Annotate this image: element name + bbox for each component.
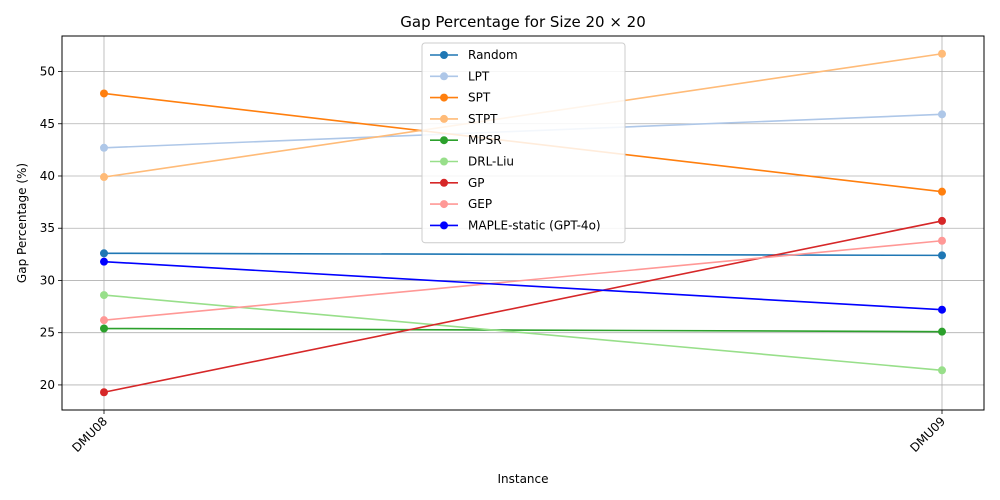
data-point (100, 173, 108, 182)
legend-item: MAPLE-static (GPT-4o) (430, 218, 601, 232)
legend-label: DRL-Liu (468, 155, 514, 169)
data-point (938, 110, 946, 119)
legend-marker (440, 72, 448, 81)
y-tick-label: 30 (40, 273, 55, 287)
data-point (100, 89, 108, 98)
y-axis-label: Gap Percentage (%) (15, 163, 29, 283)
legend-label: GP (468, 176, 485, 190)
legend-item: STPT (430, 112, 498, 126)
legend-box (421, 42, 626, 244)
legend-item: Random (430, 48, 518, 62)
legend: Random LPT SPT STPT MPSR DRL-Liu GP GEP MAPLE-st… (421, 42, 626, 244)
legend-label: MAPLE-static (GPT-4o) (468, 218, 601, 232)
data-point (100, 388, 108, 397)
data-point (938, 327, 946, 336)
legend-marker (440, 157, 448, 166)
series-line (103, 239, 943, 321)
x-axis-ticks: DMU08 DMU09 (69, 410, 948, 455)
series-gp (100, 216, 946, 397)
series-line (103, 252, 943, 257)
series-random (100, 249, 946, 260)
legend-item: MPSR (430, 133, 502, 147)
series-gep (100, 236, 946, 325)
legend-marker (440, 93, 448, 102)
legend-item: GEP (430, 197, 492, 211)
y-tick-label: 50 (40, 65, 55, 79)
y-tick-label: 20 (40, 378, 55, 392)
data-point (938, 49, 946, 58)
legend-marker (440, 221, 448, 230)
data-point (938, 236, 946, 245)
legend-label: GEP (468, 197, 492, 211)
legend-marker (440, 200, 448, 209)
legend-marker (440, 136, 448, 145)
y-tick-label: 45 (40, 117, 55, 131)
data-point (100, 143, 108, 152)
y-axis-ticks: 20 25 30 35 40 45 50 (40, 65, 62, 392)
series-line (103, 260, 943, 311)
y-tick-label: 25 (40, 326, 55, 340)
legend-marker (440, 178, 448, 187)
data-point (938, 251, 946, 260)
data-point (938, 305, 946, 314)
legend-item: DRL-Liu (430, 155, 514, 169)
legend-item: SPT (430, 91, 491, 105)
chart-title: Gap Percentage for Size 20 × 20 (400, 13, 646, 31)
x-tick-label: DMU08 (69, 414, 110, 455)
series-line (103, 327, 943, 333)
legend-label: SPT (468, 91, 491, 105)
data-point (938, 366, 946, 375)
x-tick-label: DMU09 (907, 414, 948, 455)
y-tick-label: 40 (40, 169, 55, 183)
legend-label: STPT (468, 112, 498, 126)
data-point (100, 291, 108, 300)
series-mpsr (100, 324, 946, 336)
data-point (100, 257, 108, 266)
legend-label: Random (468, 48, 518, 62)
series-maple-static-gpt-4o (100, 257, 946, 314)
data-point (938, 216, 946, 225)
legend-item: GP (430, 176, 485, 190)
y-tick-label: 35 (40, 221, 55, 235)
legend-marker (440, 51, 448, 59)
data-point (100, 324, 108, 333)
legend-marker (440, 114, 448, 123)
plot-frame (61, 35, 985, 411)
data-point (938, 187, 946, 196)
legend-item: LPT (430, 69, 490, 83)
series-line (103, 220, 943, 394)
legend-label: LPT (468, 69, 490, 83)
x-axis-label: Instance (497, 472, 548, 486)
data-point (100, 249, 108, 258)
legend-label: MPSR (468, 133, 502, 147)
data-point (100, 316, 108, 325)
